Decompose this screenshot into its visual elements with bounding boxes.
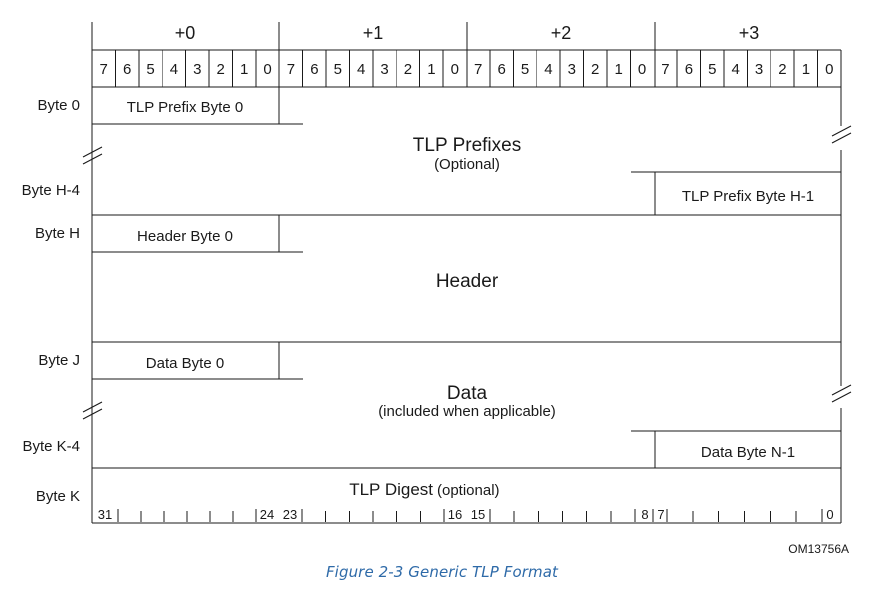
tlp-prefixes-note: (Optional) xyxy=(434,156,500,173)
bit-number: 6 xyxy=(685,61,693,78)
break-mark-right-prefixes xyxy=(831,125,852,144)
bit-number: 7 xyxy=(474,61,482,78)
bit-number: 0 xyxy=(825,61,833,78)
figure-id: OM13756A xyxy=(788,542,849,556)
bit-number: 4 xyxy=(731,61,739,78)
tlp-prefix-byte-0-field: TLP Prefix Byte 0 xyxy=(127,99,243,116)
bit-number: 7 xyxy=(100,61,108,78)
bit-cell-dividers xyxy=(114,50,819,87)
data-label: Data xyxy=(447,383,488,404)
break-mark-left-data xyxy=(82,401,103,420)
header-byte-0-field: Header Byte 0 xyxy=(137,228,233,245)
byte-offset-2: +2 xyxy=(551,23,572,43)
bit-number: 0 xyxy=(263,61,271,78)
break-slash-upper xyxy=(831,384,852,396)
ruler-end-ticks xyxy=(117,509,823,522)
row-label-byte-h4: Byte H-4 xyxy=(22,182,80,199)
bit-number: 6 xyxy=(123,61,131,78)
row-label-byte-j: Byte J xyxy=(38,352,80,369)
tlp-digest-label: TLP Digest xyxy=(349,480,433,499)
row-label-byte-k: Byte K xyxy=(36,488,80,505)
bit-number: 1 xyxy=(614,61,622,78)
bit-number: 5 xyxy=(708,61,716,78)
tlp-prefix-byte-h1-field: TLP Prefix Byte H-1 xyxy=(682,188,814,205)
bit-number: 4 xyxy=(357,61,365,78)
header-region: Header Byte 0 Header xyxy=(92,215,841,343)
break-slash-lower xyxy=(831,391,852,403)
bit-number: 1 xyxy=(427,61,435,78)
break-mark-left-prefixes xyxy=(82,146,103,165)
byte-offset-3: +3 xyxy=(739,23,760,43)
bit-number: 3 xyxy=(568,61,576,78)
bit-number: 3 xyxy=(380,61,388,78)
data-note: (included when applicable) xyxy=(378,403,556,420)
tlp-digest-region: TLP Digest (optional) xyxy=(92,480,841,524)
bit-ruler-labels: 31 24 23 16 15 8 7 0 xyxy=(93,506,839,522)
ruler-label-31: 31 xyxy=(98,507,112,522)
header-grid xyxy=(91,22,842,523)
row-label-byte-k4: Byte K-4 xyxy=(22,438,80,455)
header-label: Header xyxy=(436,271,499,292)
bit-number: 7 xyxy=(287,61,295,78)
row-labels: Byte 0 Byte H-4 Byte H Byte J Byte K-4 B… xyxy=(22,97,80,505)
ruler-label-24: 24 xyxy=(260,507,274,522)
bit-number: 4 xyxy=(544,61,552,78)
break-mark-right-data xyxy=(831,384,852,403)
row-label-byte-h: Byte H xyxy=(35,225,80,242)
figure-caption: Figure 2-3 Generic TLP Format xyxy=(325,563,559,581)
tlp-prefixes-region: TLP Prefix Byte 0 TLP Prefixes (Optional… xyxy=(92,87,841,216)
bit-number: 3 xyxy=(755,61,763,78)
bit-number: 2 xyxy=(591,61,599,78)
ruler-label-bg-31 xyxy=(93,506,118,522)
bit-number: 7 xyxy=(661,61,669,78)
bit-number: 1 xyxy=(802,61,810,78)
ruler-label-bg-0 xyxy=(822,506,839,522)
ruler-label-16: 16 xyxy=(448,507,462,522)
bit-number: 2 xyxy=(404,61,412,78)
ruler-label-7: 7 xyxy=(657,507,664,522)
ruler-label-0: 0 xyxy=(826,507,833,522)
break-slash-lower xyxy=(82,153,103,165)
bit-number: 4 xyxy=(170,61,178,78)
data-region: Data Byte 0 Data (included when applicab… xyxy=(92,342,841,469)
ruler-label-bg-16-15 xyxy=(444,506,490,522)
bit-number: 0 xyxy=(451,61,459,78)
bit-number: 5 xyxy=(521,61,529,78)
byte-offset-0: +0 xyxy=(175,23,196,43)
bit-number: 2 xyxy=(217,61,225,78)
bit-number: 6 xyxy=(497,61,505,78)
bit-number: 6 xyxy=(310,61,318,78)
ruler-label-bg-8-7 xyxy=(635,506,667,522)
tlp-digest-note: (optional) xyxy=(437,482,500,499)
break-slash-upper xyxy=(82,146,103,158)
ruler-label-8: 8 xyxy=(641,507,648,522)
data-byte-0-field: Data Byte 0 xyxy=(146,355,224,372)
ruler-label-23: 23 xyxy=(283,507,297,522)
bit-number: 0 xyxy=(638,61,646,78)
bit-number: 5 xyxy=(146,61,154,78)
data-byte-n1-field: Data Byte N-1 xyxy=(701,444,795,461)
break-slash-upper xyxy=(82,401,103,413)
bit-number: 2 xyxy=(778,61,786,78)
bit-number: 5 xyxy=(334,61,342,78)
break-slash-lower xyxy=(831,132,852,144)
bit-number: 3 xyxy=(193,61,201,78)
byte-offset-header: +0 +1 +2 +3 xyxy=(175,23,760,43)
break-slash-lower xyxy=(82,408,103,420)
ruler-label-bg-24-23 xyxy=(256,506,302,522)
bit-number: 1 xyxy=(240,61,248,78)
tlp-prefixes-label: TLP Prefixes xyxy=(413,135,521,156)
ruler-label-15: 15 xyxy=(471,507,485,522)
bit-ruler-ticks xyxy=(140,511,797,522)
break-slash-upper xyxy=(831,125,852,137)
byte-offset-1: +1 xyxy=(363,23,384,43)
row-label-byte-0: Byte 0 xyxy=(37,97,80,114)
